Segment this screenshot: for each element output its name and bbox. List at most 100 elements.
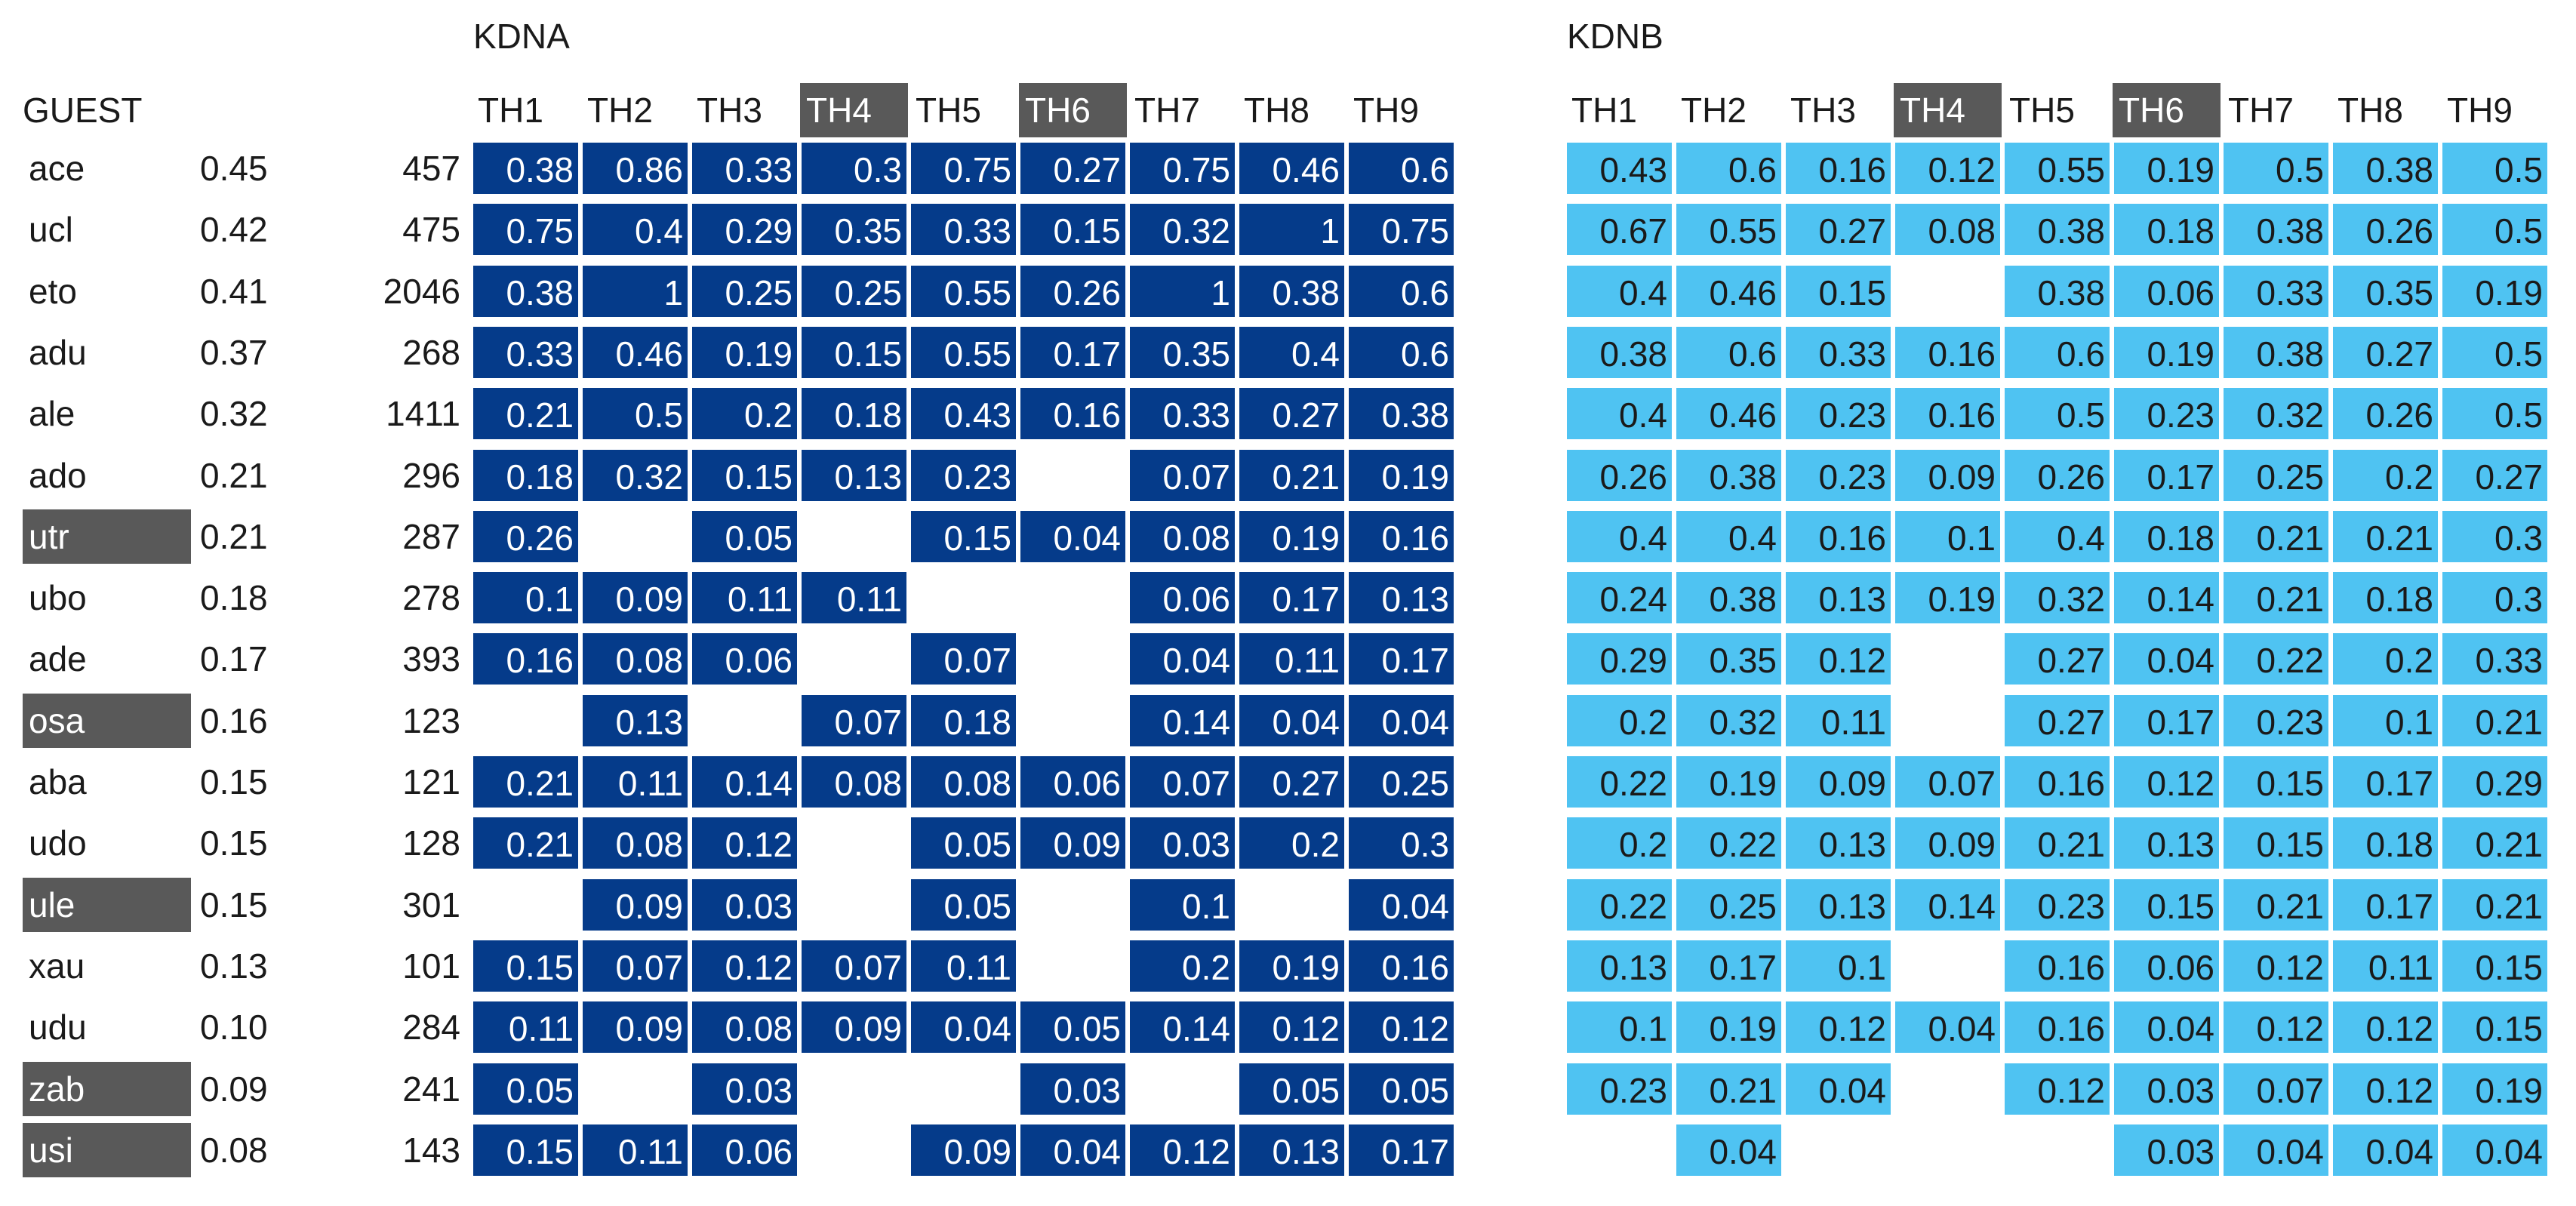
- heatmap-cell: 0.05: [472, 1061, 580, 1116]
- heatmap-cell: 0.26: [2331, 386, 2439, 441]
- guest-count: 457: [402, 149, 460, 188]
- guest-score: 0.13: [200, 946, 268, 986]
- heatmap-cell: 0.14: [2113, 571, 2221, 626]
- heatmap-cell: 0.13: [1565, 938, 1673, 993]
- row-header-label: GUEST: [23, 91, 143, 130]
- heatmap-cell: 0.46: [1675, 386, 1783, 441]
- heatmap-cell: 0.05: [1347, 1061, 1455, 1116]
- guest-name: ubo: [29, 578, 87, 618]
- guest-name: ace: [29, 149, 85, 188]
- heatmap-cell: 0.07: [1128, 755, 1236, 809]
- heatmap-cell: 0.75: [1128, 141, 1236, 195]
- heatmap-cell: 0.12: [1784, 1000, 1892, 1055]
- heatmap-cell: 0.1: [472, 571, 580, 626]
- heatmap-cell: 0.15: [1019, 202, 1127, 257]
- heatmap-cell: [1128, 1062, 1236, 1116]
- guest-score: 0.21: [200, 455, 268, 495]
- heatmap-cell: [2003, 1123, 2111, 1177]
- heatmap-cell: 0.17: [2331, 755, 2439, 809]
- heatmap-cell: 0.38: [2222, 202, 2330, 257]
- heatmap-cell: 0.33: [2222, 263, 2330, 318]
- heatmap-cell: 0.12: [1894, 141, 2002, 195]
- heatmap-cell: 0.55: [909, 325, 1017, 380]
- heatmap-cell: 0.12: [1128, 1122, 1236, 1177]
- heatmap-cell: 0.17: [1238, 571, 1346, 626]
- heatmap-cell: 0.03: [691, 1061, 799, 1116]
- guest-score: 0.15: [200, 823, 268, 863]
- heatmap-cell: [800, 816, 908, 870]
- heatmap-cell: [1019, 571, 1127, 625]
- heatmap-cell: 0.13: [1784, 816, 1892, 871]
- heatmap-cell: 0.5: [2222, 141, 2330, 195]
- heatmap-cell: 0.38: [2003, 263, 2111, 318]
- heatmap-cell: 0.15: [909, 509, 1017, 564]
- guest-name: xau: [29, 946, 85, 986]
- heatmap-cell: 1: [1128, 263, 1236, 318]
- heatmap-cell: 0.05: [1019, 1000, 1127, 1055]
- heatmap-cell: 0.04: [1675, 1122, 1783, 1177]
- heatmap-cell: [1784, 1123, 1892, 1177]
- heatmap-cell: 1: [1238, 202, 1346, 257]
- heatmap-cell: 0.16: [2003, 755, 2111, 809]
- heatmap-cell: 0.2: [1128, 938, 1236, 993]
- heatmap-cell: 0.5: [2441, 141, 2549, 195]
- heatmap-cell: 0.03: [2113, 1122, 2221, 1177]
- heatmap-cell: 0.5: [2003, 386, 2111, 441]
- heatmap-cell: 0.14: [1128, 1000, 1236, 1055]
- heatmap-cell: [800, 509, 908, 564]
- column-header: TH7: [1134, 91, 1200, 130]
- heatmap-cell: 0.17: [1347, 1122, 1455, 1177]
- heatmap-cell: 0.03: [1019, 1061, 1127, 1116]
- heatmap-cell: 0.2: [2331, 448, 2439, 503]
- heatmap-cell: [800, 1062, 908, 1116]
- heatmap-cell: 0.38: [1565, 325, 1673, 380]
- heatmap-cell: 0.17: [2113, 693, 2221, 748]
- heatmap-cell: 0.19: [1675, 755, 1783, 809]
- column-header: TH5: [2009, 91, 2075, 130]
- heatmap-cell: [800, 1123, 908, 1177]
- heatmap-cell: [909, 1062, 1017, 1116]
- heatmap-cell: 0.1: [2331, 693, 2439, 748]
- heatmap-cell: 0.33: [2441, 632, 2549, 687]
- heatmap-cell: 0.6: [1675, 325, 1783, 380]
- heatmap-cell: [1238, 878, 1346, 932]
- heatmap-cell: 0.4: [1238, 325, 1346, 380]
- guest-name: adu: [29, 332, 87, 372]
- column-header: TH3: [1790, 91, 1856, 130]
- heatmap-cell: 0.04: [1347, 877, 1455, 932]
- heatmap-cell: 0.04: [1128, 632, 1236, 687]
- heatmap-cell: 0.27: [1238, 386, 1346, 441]
- heatmap-cell: 0.25: [800, 263, 908, 318]
- heatmap-cell: 0.21: [2441, 693, 2549, 748]
- guest-score: 0.17: [200, 639, 268, 679]
- heatmap-cell: [1894, 264, 2002, 318]
- guest-score: 0.42: [200, 210, 268, 250]
- column-header: TH6: [1019, 83, 1127, 137]
- heatmap-cell: 0.2: [1565, 693, 1673, 748]
- heatmap-cell: 0.04: [909, 1000, 1017, 1055]
- column-header: TH9: [1353, 91, 1419, 130]
- guest-score: 0.08: [200, 1130, 268, 1170]
- guest-count: 128: [402, 823, 460, 863]
- heatmap-cell: 0.43: [909, 386, 1017, 441]
- heatmap-cell: 0.16: [472, 632, 580, 687]
- heatmap-cell: [1894, 1123, 2002, 1177]
- heatmap-cell: 0.15: [2441, 1000, 2549, 1055]
- heatmap-cell: 0.32: [1128, 202, 1236, 257]
- heatmap-cell: [800, 632, 908, 686]
- column-header: TH9: [2447, 91, 2513, 130]
- heatmap-cell: 0.08: [691, 1000, 799, 1055]
- guest-count: 268: [402, 332, 460, 372]
- heatmap-cell: 0.55: [909, 263, 1017, 318]
- heatmap-cell: 0.29: [2441, 755, 2549, 809]
- heatmap-cell: 0.06: [691, 1122, 799, 1177]
- heatmap-cell: 0.16: [2003, 1000, 2111, 1055]
- heatmap-cell: 0.24: [1565, 571, 1673, 626]
- heatmap-cell: 0.27: [2331, 325, 2439, 380]
- heatmap-cell: 0.46: [1238, 141, 1346, 195]
- heatmap-cell: 0.19: [2441, 263, 2549, 318]
- heatmap-cell: 0.35: [1128, 325, 1236, 380]
- guest-name: usi: [23, 1122, 191, 1177]
- heatmap-cell: 0.32: [1675, 693, 1783, 748]
- guest-score: 0.09: [200, 1069, 268, 1109]
